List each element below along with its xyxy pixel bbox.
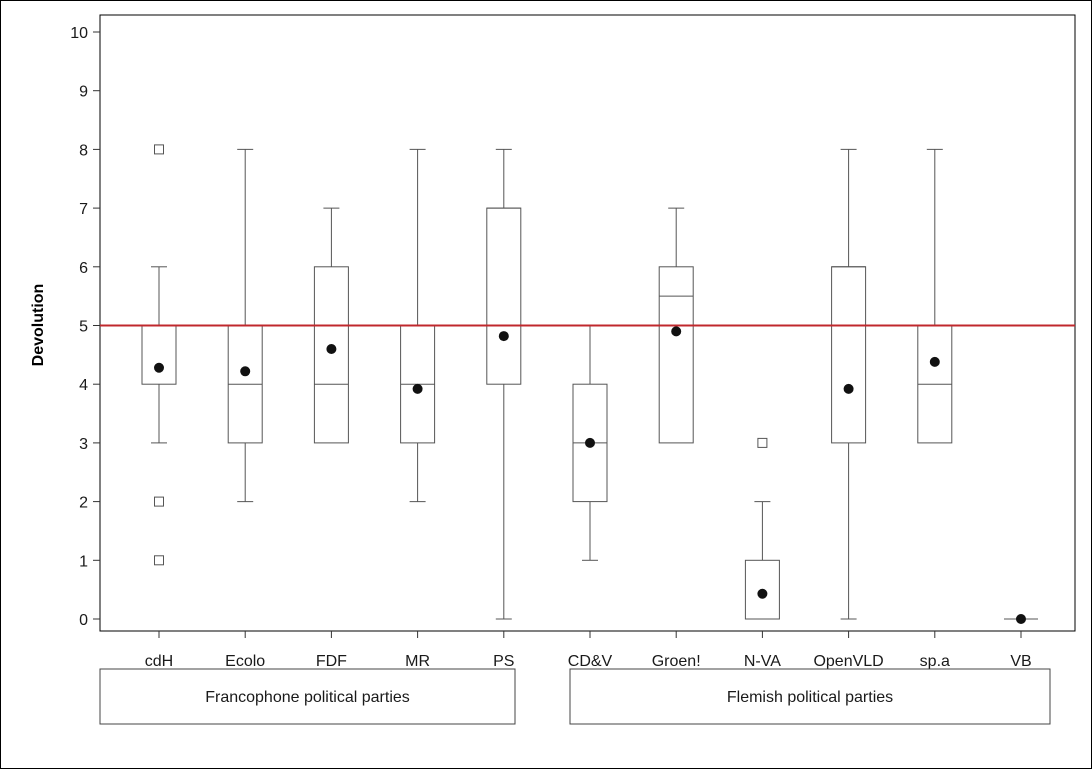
party-groups: Francophone political parties Flemish pol… [99, 668, 1051, 725]
box-fdf [313, 207, 349, 444]
y-tick-label-6: 6 [79, 260, 88, 277]
mean-point [929, 356, 940, 367]
outlier-point [154, 144, 164, 155]
iqr-box [658, 266, 694, 444]
y-tick-label-7: 7 [79, 201, 88, 218]
y-tick-label-3: 3 [79, 436, 88, 453]
x-tick-label: Ecolo [225, 653, 265, 670]
x-tick-label: VB [1010, 653, 1031, 670]
iqr-box [313, 266, 349, 444]
box-vb [1004, 614, 1038, 624]
box-n-va [744, 437, 780, 620]
iqr-box [486, 207, 522, 385]
group-box [569, 668, 1051, 725]
y-tick-label-2: 2 [79, 495, 88, 512]
x-tick-label: PS [493, 653, 514, 670]
x-axis: cdH Ecolo FDF MR PS CD&V Groen! N-VA OpenVLD sp.a… [145, 631, 1032, 670]
mean-point [498, 331, 509, 342]
mean-point [240, 366, 251, 377]
group-francophone: Francophone political parties [99, 668, 516, 725]
y-tick-label-9: 9 [79, 84, 88, 101]
mean-point [843, 383, 854, 394]
mean-point [154, 362, 164, 373]
y-axis: 0 1 2 3 4 5 6 7 8 9 10 [70, 25, 100, 629]
outlier-point [154, 496, 164, 507]
mean-point [1016, 614, 1026, 624]
box-ecolo [227, 148, 263, 503]
x-tick-label: OpenVLD [813, 653, 883, 670]
box-ps [486, 148, 522, 620]
boxplot-series [141, 144, 1038, 624]
group-label: Francophone political parties [205, 689, 410, 706]
iqr-box [141, 325, 177, 385]
y-tick-label-4: 4 [79, 377, 88, 394]
plot-area [99, 14, 1076, 632]
x-tick-label: CD&V [568, 653, 613, 670]
y-tick-label-8: 8 [79, 142, 88, 159]
mean-point [585, 437, 595, 448]
y-tick-label-0: 0 [79, 612, 88, 629]
outlier-point [757, 437, 768, 448]
box-openvld [831, 148, 867, 620]
x-tick-label: N-VA [744, 653, 781, 670]
group-flemish: Flemish political parties [569, 668, 1051, 725]
x-tick-label: sp.a [920, 653, 950, 670]
y-tick-label-5: 5 [79, 319, 88, 336]
mean-point [326, 343, 337, 354]
x-tick-label: FDF [316, 653, 347, 670]
y-tick-label-10: 10 [70, 25, 88, 42]
x-tick-label: cdH [145, 653, 173, 670]
group-label: Flemish political parties [727, 689, 893, 706]
y-axis-label: Devolution [30, 284, 47, 367]
x-tick-label: Groen! [652, 653, 701, 670]
mean-point [671, 326, 682, 337]
box-groen- [658, 207, 694, 444]
box-sp-a [917, 148, 953, 444]
box-cdh [141, 144, 177, 566]
box-cd-v [572, 325, 608, 561]
iqr-box [831, 266, 867, 444]
group-box [99, 668, 516, 725]
x-tick-label: MR [405, 653, 430, 670]
mean-point [757, 588, 768, 599]
y-tick-label-1: 1 [79, 553, 88, 570]
mean-point [412, 383, 423, 394]
outlier-point [154, 555, 164, 566]
